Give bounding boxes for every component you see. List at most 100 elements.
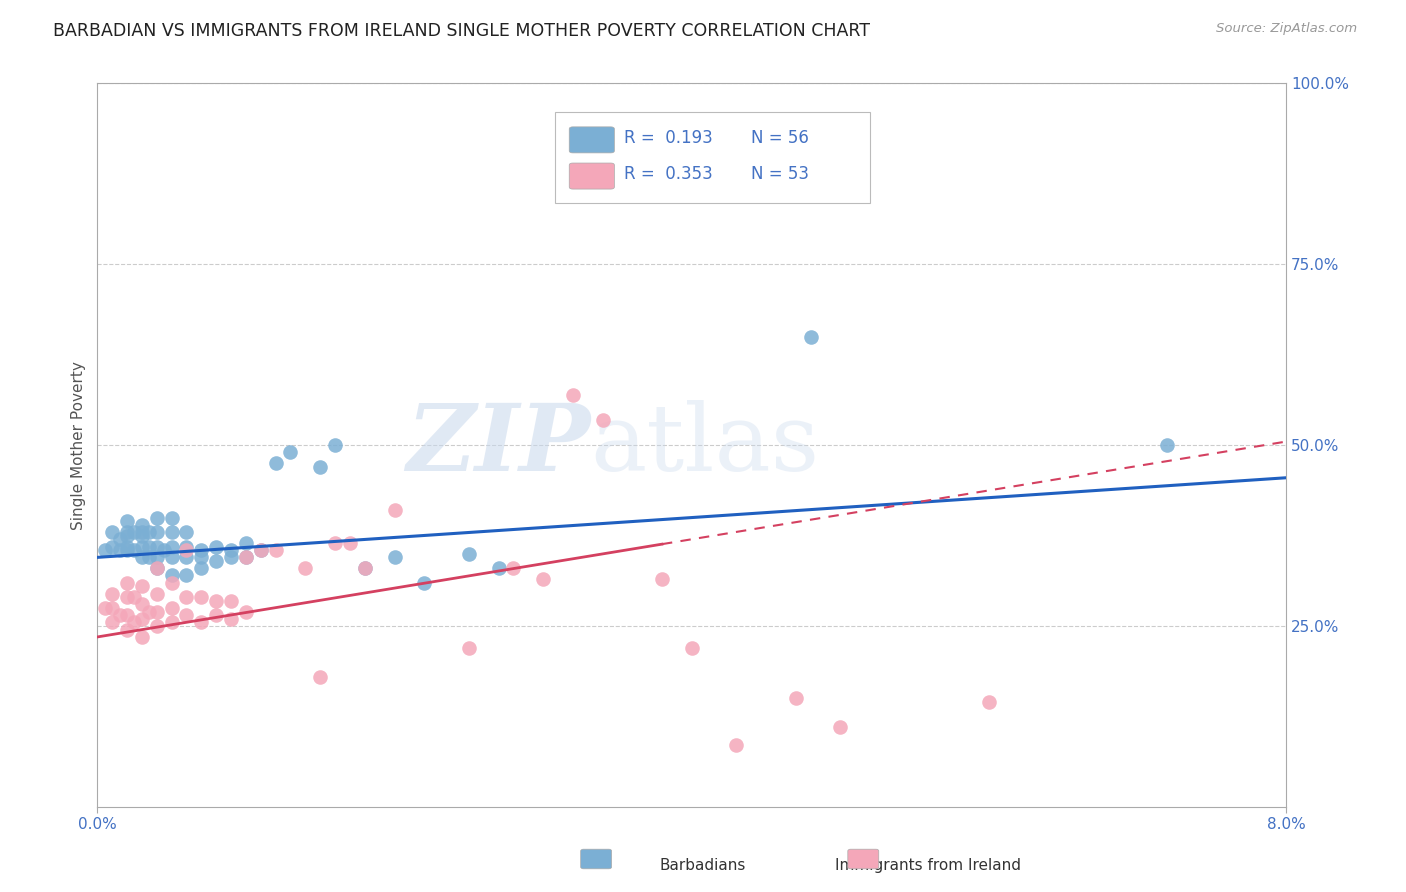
Point (138, 540, 160, 554)
Point (146, 550, 169, 565)
Text: R =  0.353: R = 0.353 (624, 165, 713, 183)
FancyBboxPatch shape (569, 163, 614, 189)
Point (124, 615, 146, 630)
Point (219, 550, 242, 565)
Point (131, 524, 153, 539)
Point (1156, 438, 1178, 452)
Point (176, 608, 198, 623)
Text: Immigrants from Ireland: Immigrants from Ireland (835, 858, 1021, 873)
Point (205, 540, 228, 554)
Point (413, 575, 436, 590)
Point (146, 524, 169, 539)
Point (115, 514, 138, 528)
Point (115, 575, 138, 590)
Point (264, 543, 287, 558)
Point (115, 524, 138, 539)
Point (353, 561, 375, 575)
Point (146, 561, 169, 575)
Point (115, 529, 138, 543)
Point (115, 623, 138, 637)
Text: N = 56: N = 56 (751, 128, 808, 146)
Point (131, 630, 153, 644)
Point (94, 601, 117, 615)
Point (339, 536, 361, 550)
Point (323, 536, 346, 550)
Point (160, 550, 183, 565)
Point (249, 543, 271, 558)
Text: N = 53: N = 53 (751, 165, 808, 183)
Point (235, 550, 257, 565)
Point (176, 590, 198, 604)
Point (488, 561, 510, 575)
Point (592, 413, 614, 427)
Point (235, 536, 257, 550)
Point (160, 540, 183, 554)
Point (160, 510, 183, 524)
Text: Source: ZipAtlas.com: Source: ZipAtlas.com (1216, 22, 1357, 36)
Point (219, 612, 242, 626)
Point (124, 590, 146, 604)
Point (160, 524, 183, 539)
Point (219, 594, 242, 608)
Point (101, 524, 124, 539)
Point (205, 608, 228, 623)
Point (108, 543, 131, 558)
Point (799, 329, 821, 343)
Point (309, 459, 332, 474)
Point (138, 550, 160, 565)
Text: ZIP: ZIP (406, 401, 591, 491)
Point (977, 695, 1000, 709)
Point (138, 524, 160, 539)
Text: R =  0.193: R = 0.193 (624, 128, 713, 146)
Point (235, 550, 257, 565)
Point (153, 543, 176, 558)
Point (502, 561, 524, 575)
Point (101, 586, 124, 600)
Point (249, 543, 271, 558)
Point (146, 605, 169, 619)
Point (235, 605, 257, 619)
Point (176, 540, 198, 554)
Point (138, 605, 160, 619)
Y-axis label: Single Mother Poverty: Single Mother Poverty (72, 360, 86, 530)
Point (146, 561, 169, 575)
Point (190, 561, 212, 575)
Point (146, 540, 169, 554)
Point (219, 543, 242, 558)
Point (108, 533, 131, 547)
Text: atlas: atlas (591, 401, 820, 491)
Point (101, 615, 124, 630)
Point (651, 572, 673, 586)
Point (176, 524, 198, 539)
Point (131, 517, 153, 532)
Point (131, 579, 153, 593)
Point (108, 608, 131, 623)
Point (131, 540, 153, 554)
Point (131, 529, 153, 543)
Point (280, 445, 302, 459)
Point (160, 575, 183, 590)
Point (176, 568, 198, 582)
Point (146, 619, 169, 633)
Point (115, 590, 138, 604)
Point (115, 543, 138, 558)
Point (190, 550, 212, 565)
Point (176, 543, 198, 558)
Text: Barbadians: Barbadians (659, 858, 747, 873)
Point (384, 503, 406, 517)
Point (785, 691, 807, 706)
Point (115, 540, 138, 554)
Point (681, 640, 703, 655)
Point (124, 524, 146, 539)
Point (124, 543, 146, 558)
Point (309, 670, 332, 684)
Point (94, 543, 117, 558)
FancyBboxPatch shape (569, 127, 614, 153)
Point (190, 543, 212, 558)
Point (725, 739, 748, 753)
Point (531, 572, 554, 586)
Point (830, 720, 852, 734)
Text: BARBADIAN VS IMMIGRANTS FROM IRELAND SINGLE MOTHER POVERTY CORRELATION CHART: BARBADIAN VS IMMIGRANTS FROM IRELAND SIN… (53, 22, 870, 40)
Point (160, 568, 183, 582)
Point (561, 387, 583, 401)
